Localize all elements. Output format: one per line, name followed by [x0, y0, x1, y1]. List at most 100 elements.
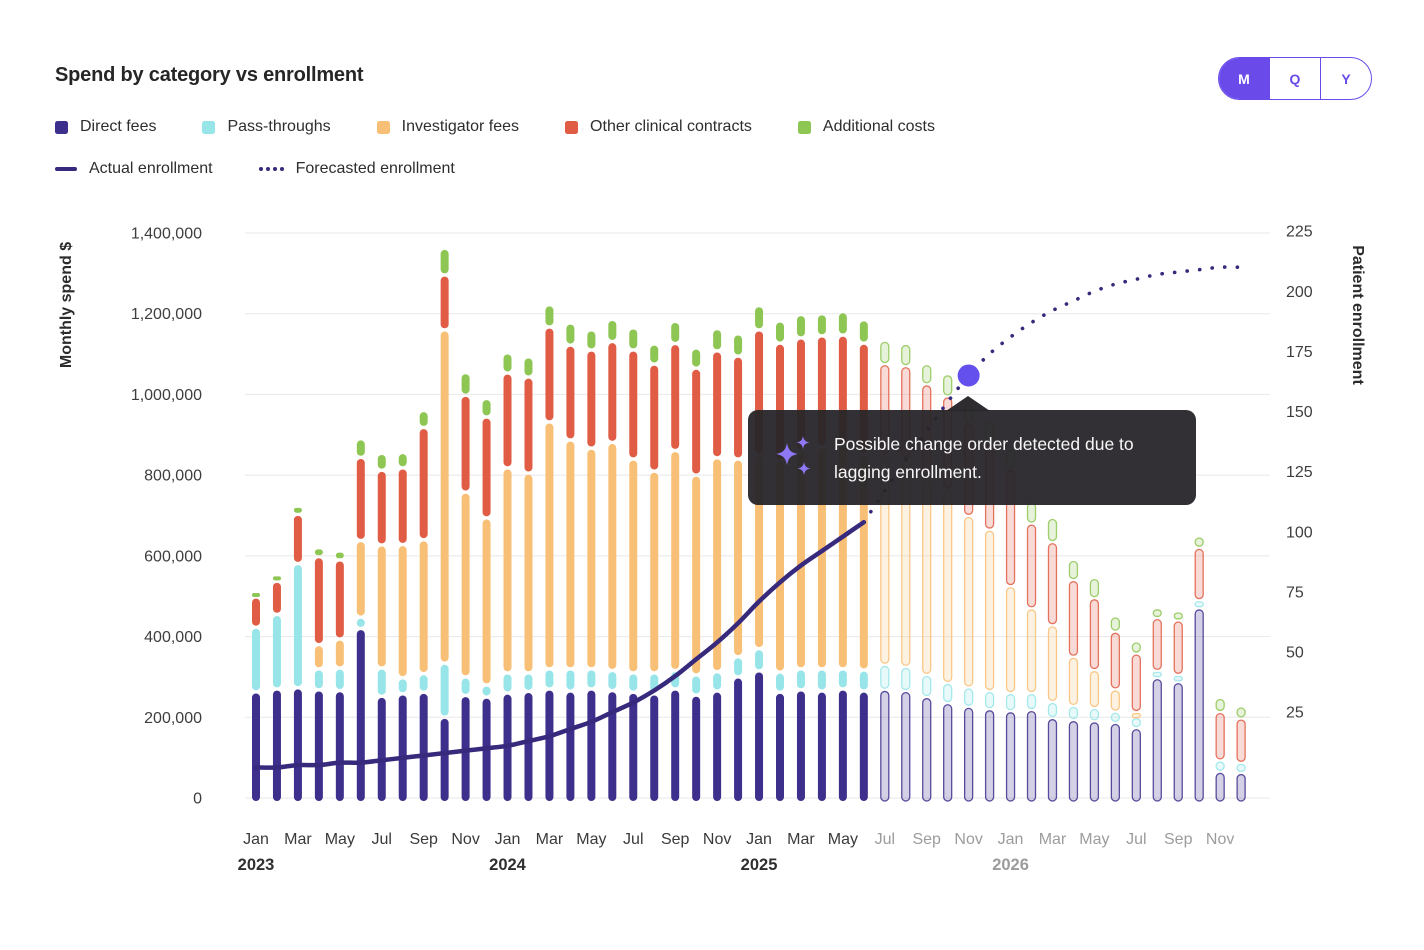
bar-segment-additional-costs[interactable] [545, 306, 554, 326]
bar-segment-additional-costs[interactable] [482, 400, 491, 416]
bar-segment-other-clinical-contracts[interactable] [524, 378, 533, 472]
forecast-bar-segment-additional-costs[interactable] [1131, 642, 1141, 653]
bar-segment-other-clinical-contracts[interactable] [272, 582, 281, 613]
bar-segment-additional-costs[interactable] [671, 322, 680, 342]
forecast-bar-segment-direct-fees[interactable] [901, 692, 911, 802]
bar-segment-investigator-fees[interactable] [524, 474, 533, 672]
bar-segment-additional-costs[interactable] [566, 324, 575, 344]
bar-segment-additional-costs[interactable] [252, 592, 260, 597]
forecast-bar-segment-investigator-fees[interactable] [1089, 671, 1100, 708]
bar-segment-direct-fees[interactable] [440, 718, 449, 801]
bar-segment-direct-fees[interactable] [524, 693, 533, 801]
forecast-bar-segment-pass-throughs[interactable] [1005, 694, 1016, 711]
bar-segment-additional-costs[interactable] [524, 358, 533, 376]
bar-segment-investigator-fees[interactable] [650, 472, 659, 672]
forecast-bar-segment-investigator-fees[interactable] [963, 516, 974, 687]
bar-segment-additional-costs[interactable] [587, 331, 596, 349]
bar-segment-other-clinical-contracts[interactable] [650, 365, 659, 470]
bar-segment-additional-costs[interactable] [335, 552, 344, 559]
forecast-bar-segment-additional-costs[interactable] [1194, 537, 1204, 547]
bar-segment-pass-throughs[interactable] [566, 670, 575, 690]
bar-segment-pass-throughs[interactable] [796, 670, 805, 689]
forecast-bar-segment-additional-costs[interactable] [922, 365, 932, 384]
forecast-bar-segment-direct-fees[interactable] [1236, 773, 1246, 802]
bar-segment-direct-fees[interactable] [335, 692, 344, 801]
bar-segment-investigator-fees[interactable] [314, 646, 323, 668]
forecast-bar-segment-other-clinical-contracts[interactable] [1173, 621, 1183, 674]
bar-segment-additional-costs[interactable] [796, 316, 805, 337]
forecast-highlight-point[interactable] [957, 364, 980, 387]
bar-segment-direct-fees[interactable] [734, 678, 743, 801]
bar-segment-pass-throughs[interactable] [817, 670, 826, 690]
forecast-bar-segment-direct-fees[interactable] [1110, 723, 1121, 802]
forecast-bar-segment-direct-fees[interactable] [963, 707, 974, 802]
bar-segment-direct-fees[interactable] [356, 630, 365, 801]
bar-segment-investigator-fees[interactable] [587, 449, 596, 668]
forecast-bar-segment-additional-costs[interactable] [1152, 609, 1162, 618]
bar-segment-pass-throughs[interactable] [545, 670, 554, 688]
bar-segment-direct-fees[interactable] [629, 693, 638, 801]
bar-segment-additional-costs[interactable] [755, 307, 764, 329]
forecast-bar-segment-investigator-fees[interactable] [1131, 712, 1141, 719]
bar-segment-direct-fees[interactable] [859, 692, 868, 801]
forecast-bar-segment-pass-throughs[interactable] [963, 688, 974, 706]
bar-segment-investigator-fees[interactable] [461, 493, 470, 676]
bar-segment-additional-costs[interactable] [272, 576, 281, 581]
bar-segment-additional-costs[interactable] [734, 335, 743, 355]
forecast-bar-segment-pass-throughs[interactable] [943, 683, 953, 703]
bar-segment-direct-fees[interactable] [608, 692, 617, 801]
forecast-bar-segment-pass-throughs[interactable] [1068, 706, 1079, 720]
forecast-bar-segment-pass-throughs[interactable] [901, 667, 911, 691]
forecast-bar-segment-direct-fees[interactable] [922, 698, 932, 802]
forecast-bar-segment-investigator-fees[interactable] [1005, 587, 1016, 693]
bar-segment-pass-throughs[interactable] [629, 674, 638, 691]
bar-segment-investigator-fees[interactable] [440, 331, 449, 662]
bar-segment-investigator-fees[interactable] [629, 460, 638, 672]
bar-segment-investigator-fees[interactable] [692, 476, 701, 674]
bar-segment-investigator-fees[interactable] [356, 542, 365, 616]
forecast-bar-segment-pass-throughs[interactable] [1131, 717, 1141, 728]
bar-segment-additional-costs[interactable] [461, 374, 470, 394]
bar-segment-direct-fees[interactable] [796, 691, 805, 801]
bar-segment-additional-costs[interactable] [503, 354, 512, 372]
bar-segment-other-clinical-contracts[interactable] [629, 351, 638, 458]
legend-item-investigator-fees[interactable]: Investigator fees [376, 118, 519, 136]
forecast-bar-segment-investigator-fees[interactable] [943, 490, 953, 683]
bar-segment-other-clinical-contracts[interactable] [252, 598, 260, 626]
bar-segment-pass-throughs[interactable] [755, 650, 764, 670]
bar-segment-pass-throughs[interactable] [503, 674, 512, 692]
granularity-q-button[interactable]: Q [1270, 58, 1321, 99]
forecast-bar-segment-investigator-fees[interactable] [1047, 626, 1058, 701]
forecast-bar-segment-investigator-fees[interactable] [1068, 657, 1079, 706]
forecast-bar-segment-additional-costs[interactable] [1089, 579, 1100, 598]
bar-segment-pass-throughs[interactable] [587, 670, 596, 688]
forecast-bar-segment-direct-fees[interactable] [984, 710, 995, 802]
bar-segment-other-clinical-contracts[interactable] [482, 418, 491, 517]
granularity-y-button[interactable]: Y [1341, 70, 1351, 87]
forecast-bar-segment-pass-throughs[interactable] [1236, 763, 1246, 773]
bar-segment-additional-costs[interactable] [692, 349, 701, 367]
bar-segment-direct-fees[interactable] [272, 690, 281, 801]
bar-segment-direct-fees[interactable] [713, 692, 722, 801]
bar-segment-direct-fees[interactable] [293, 689, 302, 801]
bar-segment-additional-costs[interactable] [817, 315, 826, 335]
forecast-bar-segment-other-clinical-contracts[interactable] [1047, 543, 1058, 625]
bar-segment-direct-fees[interactable] [817, 692, 826, 801]
forecast-bar-segment-additional-costs[interactable] [880, 341, 890, 364]
bar-segment-investigator-fees[interactable] [566, 441, 575, 668]
forecast-bar-segment-direct-fees[interactable] [1173, 683, 1183, 802]
bar-segment-direct-fees[interactable] [692, 696, 701, 801]
forecast-bar-segment-direct-fees[interactable] [1068, 721, 1079, 802]
bar-segment-direct-fees[interactable] [545, 690, 554, 801]
bar-segment-investigator-fees[interactable] [335, 640, 344, 667]
bar-segment-direct-fees[interactable] [671, 690, 680, 801]
forecast-bar-segment-direct-fees[interactable] [1026, 710, 1037, 802]
forecast-bar-segment-investigator-fees[interactable] [984, 530, 995, 691]
bar-segment-investigator-fees[interactable] [377, 546, 386, 667]
forecast-bar-segment-additional-costs[interactable] [1215, 698, 1225, 712]
bar-segment-pass-throughs[interactable] [335, 669, 344, 690]
bar-segment-other-clinical-contracts[interactable] [713, 352, 722, 457]
forecast-bar-segment-pass-throughs[interactable] [1215, 761, 1225, 771]
bar-segment-additional-costs[interactable] [314, 549, 323, 556]
bar-segment-direct-fees[interactable] [650, 695, 659, 801]
